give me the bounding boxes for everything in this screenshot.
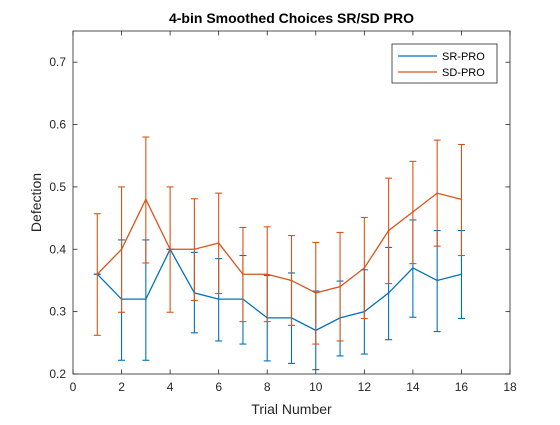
x-tick-label: 0 [70,380,77,394]
series-line-sr-pro [96,247,462,332]
data-point-sr-pro [436,279,438,282]
x-tick-label: 2 [118,380,125,394]
y-tick-label: 0.4 [49,242,66,256]
data-point-sd-pro [363,267,366,269]
x-tick-label: 4 [167,380,174,394]
x-tick-label: 14 [406,380,420,394]
data-point-sr-pro [387,292,390,294]
data-point-sd-pro [96,273,99,276]
data-point-sd-pro [460,198,463,201]
data-point-sd-pro [169,248,171,251]
y-tick-label: 0.5 [49,180,66,194]
y-axis-label: Defection [28,173,44,232]
legend-label-sr-pro: SR-PRO [442,51,485,63]
legend: SR-PRO SD-PRO [391,43,498,84]
series-line-sd-pro [96,192,462,294]
x-tick-label: 18 [503,380,517,394]
x-tick-label: 16 [455,380,469,394]
legend-box [391,43,498,84]
data-point-sd-pro [387,229,390,232]
data-point-sr-pro [412,267,414,269]
data-point-sd-pro [120,248,123,251]
data-point-sd-pro [339,285,341,288]
y-tick-label: 0.2 [49,367,66,381]
axis-ticks: 0 2 4 6 8 10 12 14 16 18 0.2 0.3 0.4 0.5 0.6 0.7 [49,31,517,394]
data-point-sr-pro [460,273,463,276]
axes-box [72,30,511,375]
x-tick-label: 12 [358,380,372,394]
x-tick-label: 10 [309,380,323,394]
data-point-sd-pro [436,192,438,194]
data-point-sd-pro [193,248,196,251]
data-point-sr-pro [145,298,147,300]
data-point-sd-pro [412,211,414,213]
data-point-sd-pro [242,273,244,276]
x-tick-label: 8 [264,380,271,394]
y-tick-label: 0.3 [49,305,66,319]
y-tick-label: 0.6 [49,118,66,132]
data-point-sd-pro [217,242,220,244]
data-point-sr-pro [217,298,220,300]
x-axis-label: Trial Number [251,401,332,417]
chart-title: 4-bin Smoothed Choices SR/SD PRO [169,10,414,26]
chart-marks [93,136,465,371]
series-sd-pro [93,136,465,345]
x-tick-label: 6 [215,380,222,394]
data-point-sd-pro [290,279,293,282]
data-point-sd-pro [314,292,317,294]
data-point-sd-pro [266,273,269,276]
data-point-sd-pro [145,198,147,201]
legend-label-sd-pro: SD-PRO [442,67,485,79]
y-tick-label: 0.7 [49,55,66,69]
